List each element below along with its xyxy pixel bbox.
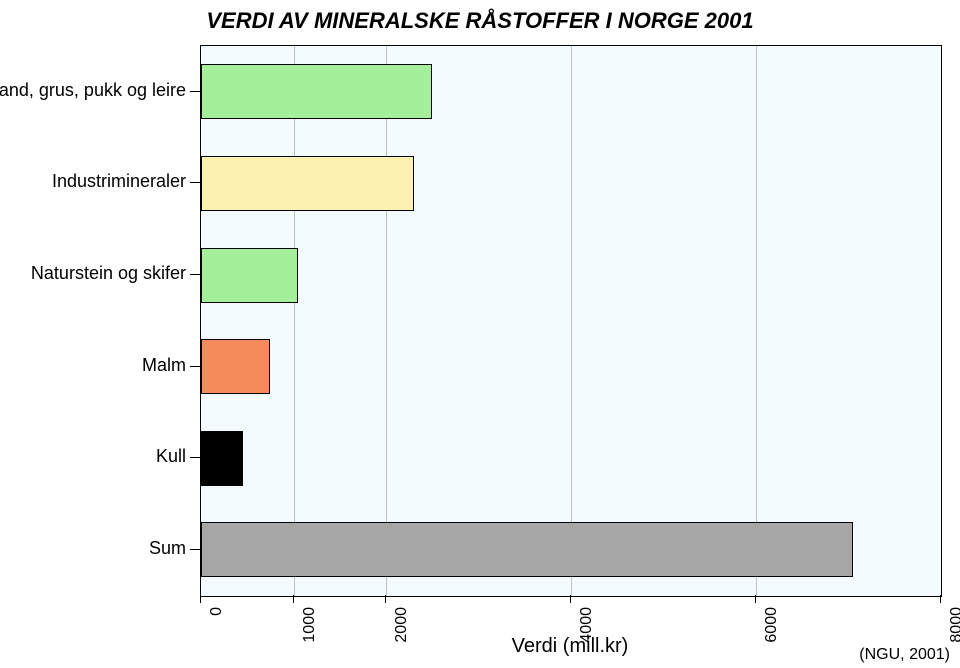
y-tick	[190, 366, 200, 367]
gridline	[571, 46, 572, 596]
x-tick	[570, 595, 571, 603]
x-tick	[293, 595, 294, 603]
gridline	[294, 46, 295, 596]
y-tick	[190, 549, 200, 550]
bar	[201, 431, 243, 486]
x-axis-label: Verdi (mill.kr)	[200, 635, 940, 658]
y-axis-label: Malm	[142, 355, 186, 376]
x-tick	[755, 595, 756, 603]
bar	[201, 248, 298, 303]
y-tick	[190, 182, 200, 183]
plot-area	[200, 45, 942, 597]
y-axis-label: Industrimineraler	[52, 171, 186, 192]
y-axis-label: Kull	[156, 446, 186, 467]
y-tick	[190, 274, 200, 275]
bar	[201, 156, 414, 211]
x-tick	[385, 595, 386, 603]
bar	[201, 522, 853, 577]
y-axis-label: Naturstein og skifer	[31, 263, 186, 284]
bar	[201, 64, 432, 119]
chart-title: VERDI AV MINERALSKE RÅSTOFFER I NORGE 20…	[0, 8, 960, 34]
x-tick	[200, 595, 201, 603]
y-axis-label: Sum	[149, 538, 186, 559]
bar	[201, 339, 270, 394]
y-tick	[190, 457, 200, 458]
gridline	[756, 46, 757, 596]
y-axis-label: Sand, grus, pukk og leire	[0, 80, 186, 101]
source-label: (NGU, 2001)	[859, 646, 950, 664]
x-tick	[940, 595, 941, 603]
y-tick	[190, 91, 200, 92]
gridline	[386, 46, 387, 596]
